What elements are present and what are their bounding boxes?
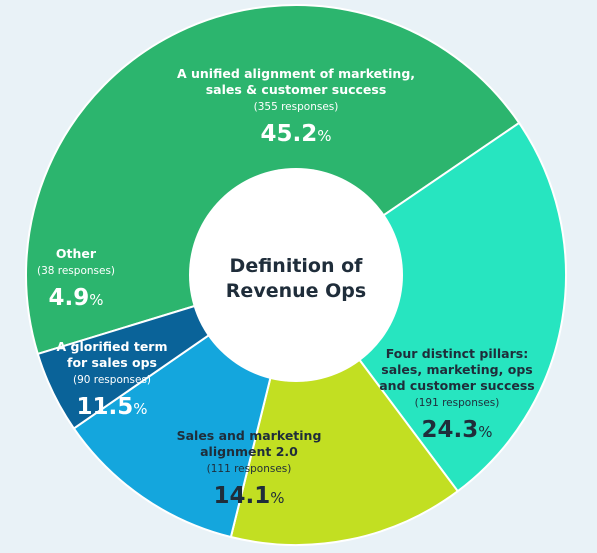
slice-label-line: Other xyxy=(56,246,97,261)
donut-center xyxy=(189,168,403,382)
slice-label-line: sales, marketing, ops xyxy=(381,362,532,377)
slice-labels: A unified alignment of marketing,sales &… xyxy=(37,66,535,509)
slice-responses: (355 responses) xyxy=(254,101,339,113)
slice-responses: (191 responses) xyxy=(415,397,500,409)
chart-title: Definition of Revenue Ops xyxy=(226,255,366,302)
slice-percent: 24.3% xyxy=(421,417,492,443)
slice-label-line: for sales ops xyxy=(67,355,157,370)
chart-title-line: Definition of xyxy=(230,255,364,277)
slice-percent: 4.9% xyxy=(48,285,103,311)
slice-label-other: Other (38 responses) 4.9% xyxy=(37,246,115,311)
slice-label-line: Sales and marketing xyxy=(177,428,322,443)
slice-label-line: Four distinct pillars: xyxy=(386,346,528,361)
slice-label-line: A glorified term xyxy=(57,339,168,354)
slice-label-line: and customer success xyxy=(379,378,534,393)
slice-label-unified-alignment: A unified alignment of marketing,sales &… xyxy=(177,66,415,147)
slice-responses: (111 responses) xyxy=(207,463,292,475)
slice-responses: (90 responses) xyxy=(73,374,151,386)
slice-responses: (38 responses) xyxy=(37,265,115,277)
slice-percent: 45.2% xyxy=(260,121,331,147)
slice-label-line: sales & customer success xyxy=(206,82,387,97)
slice-label-line: A unified alignment of marketing, xyxy=(177,66,415,81)
slice-label-line: alignment 2.0 xyxy=(200,444,298,459)
donut-slices xyxy=(25,4,567,547)
slice-percent: 11.5% xyxy=(76,394,147,420)
chart-title-line: Revenue Ops xyxy=(226,280,366,302)
slice-four-pillars xyxy=(294,121,567,493)
slice-percent: 14.1% xyxy=(213,483,284,509)
slice-label-four-pillars: Four distinct pillars:sales, marketing, … xyxy=(379,346,534,443)
